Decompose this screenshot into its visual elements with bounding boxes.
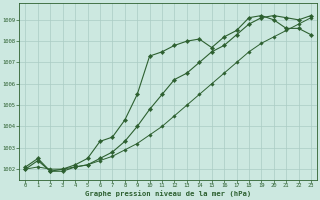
X-axis label: Graphe pression niveau de la mer (hPa): Graphe pression niveau de la mer (hPa): [85, 190, 252, 197]
